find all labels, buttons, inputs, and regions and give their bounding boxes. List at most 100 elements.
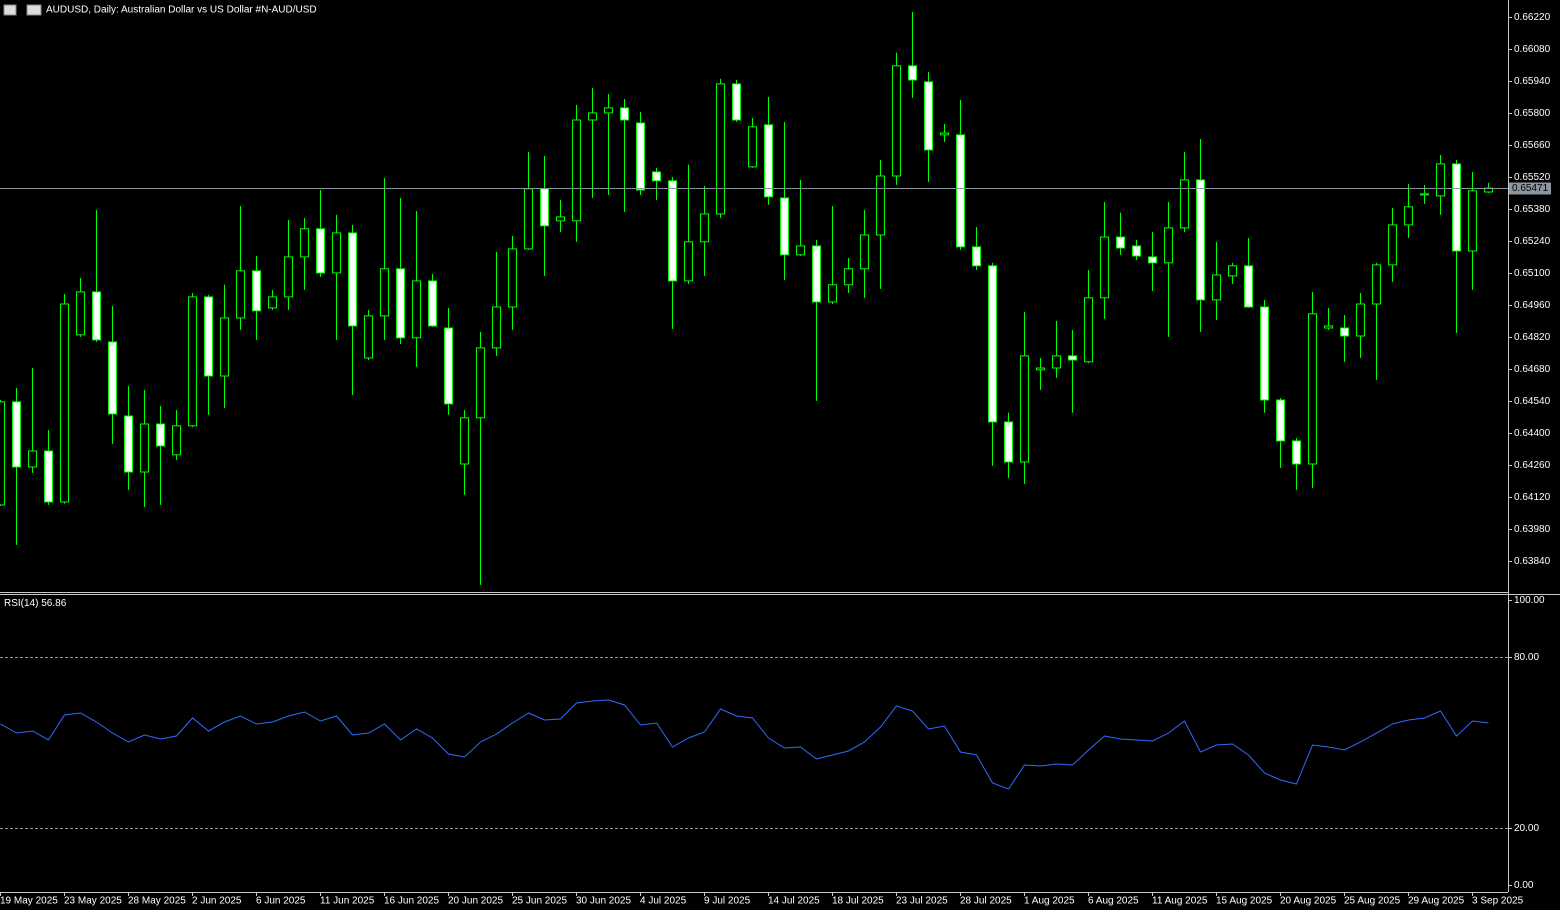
candle-body [1020,355,1029,463]
price-label: 0.65471 [1512,183,1549,194]
candle-body [780,197,789,256]
x-tick-label: 25 Aug 2025 [1344,896,1401,907]
candle-body [380,268,389,317]
candle-body [1292,440,1301,465]
x-tick-label: 2 Jun 2025 [192,896,242,907]
candle-body [1052,355,1061,369]
x-tick-label: 6 Aug 2025 [1088,896,1139,907]
candle-body [988,265,997,423]
y-tick-label: 100.00 [1514,595,1545,606]
candle-body [1436,163,1445,197]
candle-body [1068,355,1077,361]
candle-body [668,180,677,282]
candle-body [28,450,37,468]
candle-body [428,280,437,327]
candle-body [108,341,117,415]
candle-body [748,126,757,168]
candle-body [1212,274,1221,301]
candle-body [540,188,549,227]
candle-body [1100,236,1109,299]
candle-body [1420,193,1429,196]
x-tick-label: 3 Sep 2025 [1472,896,1524,907]
candle-body [876,175,885,236]
candle-body [1180,179,1189,229]
y-tick-label: 0.65380 [1514,204,1551,215]
y-tick-label: 0.64960 [1514,300,1551,311]
x-tick-label: 25 Jun 2025 [512,896,567,907]
x-tick-label: 28 May 2025 [128,896,186,907]
candle-body [284,256,293,298]
y-tick-label: 0.64820 [1514,332,1551,343]
x-tick-label: 30 Jun 2025 [576,896,631,907]
x-tick-label: 23 Jul 2025 [896,896,948,907]
candle-body [348,232,357,327]
candle-body [1452,163,1461,252]
x-tick-label: 20 Aug 2025 [1280,896,1337,907]
candle-body [524,188,533,250]
y-tick-label: 0.64680 [1514,364,1551,375]
chart-title: AUDUSD, Daily: Australian Dollar vs US D… [46,5,317,16]
y-tick-label: 0.63980 [1514,524,1551,535]
y-tick-label: 0.66220 [1514,12,1551,23]
candle-body [892,65,901,177]
y-tick-label: 0.65240 [1514,236,1551,247]
candle-body [300,228,309,258]
candle-body [844,268,853,286]
y-tick-label: 0.65940 [1514,76,1551,87]
candle-body [972,246,981,267]
candle-body [1276,399,1285,442]
candle-body [796,245,805,256]
candle-body [460,417,469,465]
y-tick-label: 0.66080 [1514,44,1551,55]
candle-body [1196,179,1205,301]
candle-body [1228,265,1237,277]
candle-body [604,107,613,114]
y-tick-label: 0.65800 [1514,108,1551,119]
candle-body [1148,256,1157,264]
candle-body [652,171,661,182]
candle-body [268,296,277,309]
icon [3,4,17,16]
y-tick-label: 0.63840 [1514,556,1551,567]
x-tick-label: 20 Jun 2025 [448,896,503,907]
candle-body [1004,421,1013,463]
icon [26,4,42,16]
candle-body [1340,327,1349,337]
candle-body [412,280,421,339]
candle-body [1132,245,1141,257]
y-tick-label: 0.65520 [1514,172,1551,183]
candle-body [60,303,69,503]
y-tick-label: 80.00 [1514,652,1539,663]
candle-body [1308,313,1317,465]
x-tick-label: 9 Jul 2025 [704,896,751,907]
candle-body [572,119,581,222]
candle-body [364,315,373,359]
candle-body [1372,264,1381,305]
candle-body [0,401,5,506]
candles [0,11,1493,585]
candle-body [76,291,85,336]
candle-body [316,228,325,274]
x-tick-label: 29 Aug 2025 [1408,896,1465,907]
x-tick-label: 4 Jul 2025 [640,896,687,907]
x-tick-label: 19 May 2025 [0,896,58,907]
indicator-label: RSI(14) 56.86 [4,598,67,609]
candle-body [396,268,405,339]
candle-body [492,306,501,349]
candle-body [44,450,53,503]
candle-body [700,213,709,243]
candle-body [860,234,869,270]
candle-body [204,296,213,377]
candle-body [92,291,101,341]
candle-body [956,134,965,248]
x-tick-label: 6 Jun 2025 [256,896,306,907]
y-tick-label: 0.64400 [1514,428,1551,439]
candle-body [1244,265,1253,308]
candle-body [812,245,821,303]
indicator-name: RSI(14) [4,598,38,609]
candle-body [1036,367,1045,371]
candle-body [332,232,341,274]
